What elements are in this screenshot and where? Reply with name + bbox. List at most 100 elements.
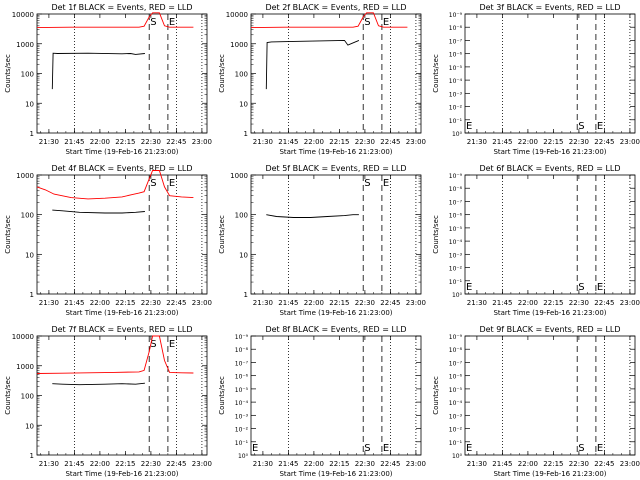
y-tick-label: 1000 (16, 172, 34, 180)
x-tick-label: 23:00 (406, 138, 426, 146)
marker-label-s: S (578, 443, 584, 454)
y-tick-label: 1 (30, 452, 34, 460)
marker-label-e: E (597, 282, 603, 293)
series-events-line (266, 214, 359, 218)
marker-label-s: S (364, 443, 370, 454)
x-tick-label: 21:30 (253, 138, 273, 146)
y-tick-label: 10⁻⁶ (449, 213, 463, 220)
x-tick-label: 23:00 (406, 460, 426, 468)
y-axis-label: Counts/sec (4, 376, 12, 415)
marker-label-e: E (597, 121, 603, 132)
y-tick-label: 1000 (230, 41, 248, 49)
edge-label-e: E (252, 443, 258, 454)
plot-frame (36, 174, 208, 295)
y-tick-label: 10⁻⁷ (449, 199, 463, 206)
y-tick-label: 10⁰ (452, 292, 463, 299)
y-tick-label: 100 (235, 71, 248, 79)
x-tick-label: 22:45 (594, 460, 614, 468)
x-axis-label: Start Time (19-Feb-16 21:23:00) (279, 148, 392, 156)
chart-det-6f: Det 6f BLACK = Events, RED = LLD 21:30 21:… (432, 164, 640, 317)
x-tick-label: 22:00 (304, 138, 324, 146)
x-tick-label: 22:30 (141, 460, 161, 468)
y-tick-label: 1 (244, 130, 248, 138)
y-tick-label: 10⁻⁵ (449, 65, 463, 72)
series-events-line (52, 209, 145, 214)
edge-label-e: E (466, 282, 472, 293)
y-tick-label: 10 (25, 422, 34, 430)
x-tick-label: 21:45 (64, 299, 84, 307)
chart-title: Det 9f BLACK = Events, RED = LLD (479, 325, 620, 334)
x-tick-label: 23:00 (192, 138, 212, 146)
x-tick-label: 21:45 (278, 138, 298, 146)
chart-title: Det 4f BLACK = Events, RED = LLD (51, 164, 192, 173)
edge-label-e: E (466, 121, 472, 132)
series-lld-line (36, 170, 194, 200)
y-tick-label: 10⁻⁵ (449, 226, 463, 233)
marker-label-s: S (150, 339, 156, 350)
x-tick-label: 22:45 (380, 138, 400, 146)
x-axis-label: Start Time (19-Feb-16 21:23:00) (279, 309, 392, 317)
x-tick-label: 22:30 (569, 460, 589, 468)
x-tick-label: 22:15 (115, 460, 135, 468)
y-axis-label: Counts/sec (4, 215, 12, 254)
chart-title: Det 7f BLACK = Events, RED = LLD (51, 325, 192, 334)
x-tick-label: 22:00 (518, 460, 538, 468)
chart-title: Det 5f BLACK = Events, RED = LLD (265, 164, 406, 173)
x-tick-label: 21:30 (39, 138, 59, 146)
x-tick-label: 21:30 (467, 138, 487, 146)
chart-title: Det 8f BLACK = Events, RED = LLD (265, 325, 406, 334)
marker-label-s: S (578, 282, 584, 293)
y-tick-label: 10⁻⁵ (235, 387, 249, 394)
x-tick-label: 22:45 (380, 460, 400, 468)
y-tick-label: 10⁻³ (449, 91, 463, 98)
y-tick-label: 100 (21, 212, 34, 220)
chart-det-2f: Det 2f BLACK = Events, RED = LLD 21:30 21:… (218, 3, 426, 156)
y-tick-label: 10⁻¹ (449, 279, 463, 286)
marker-label-e: E (169, 17, 175, 28)
y-tick-label: 10⁻⁷ (235, 360, 249, 367)
y-tick-label: 10⁻¹ (449, 118, 463, 125)
x-tick-label: 22:00 (90, 460, 110, 468)
y-tick-label: 10⁻⁶ (235, 374, 249, 381)
series-lld-line (36, 12, 194, 29)
series-lld-line (250, 12, 408, 29)
x-axis-label: Start Time (19-Feb-16 21:23:00) (493, 148, 606, 156)
y-tick-label: 100 (21, 393, 34, 401)
y-tick-label: 10⁻¹ (235, 440, 249, 447)
y-tick-label: 10⁻⁹ (449, 334, 463, 341)
x-tick-label: 22:00 (518, 138, 538, 146)
marker-label-s: S (150, 178, 156, 189)
edge-label-e: E (466, 443, 472, 454)
y-tick-label: 10⁻⁷ (449, 38, 463, 45)
y-tick-label: 10 (25, 100, 34, 108)
y-axis-label: Counts/sec (218, 54, 226, 93)
y-tick-label: 10⁻¹ (449, 440, 463, 447)
y-axis-label: Counts/sec (432, 376, 440, 415)
x-tick-label: 22:15 (329, 299, 349, 307)
x-tick-label: 22:30 (355, 138, 375, 146)
y-tick-label: 10⁻³ (235, 413, 249, 420)
x-axis-label: Start Time (19-Feb-16 21:23:00) (279, 470, 392, 478)
x-tick-label: 22:15 (115, 299, 135, 307)
x-tick-label: 22:15 (543, 460, 563, 468)
x-tick-label: 23:00 (192, 299, 212, 307)
y-tick-label: 10 (239, 251, 248, 259)
y-tick-label: 1 (30, 291, 34, 299)
y-tick-label: 10⁻⁶ (449, 52, 463, 59)
chart-title: Det 6f BLACK = Events, RED = LLD (479, 164, 620, 173)
marker-label-e: E (597, 443, 603, 454)
plot-frame (464, 174, 636, 295)
plot-frame (464, 13, 636, 134)
x-tick-label: 21:30 (467, 299, 487, 307)
y-tick-label: 1000 (230, 172, 248, 180)
x-tick-label: 23:00 (192, 460, 212, 468)
x-tick-label: 21:45 (64, 460, 84, 468)
x-tick-label: 22:00 (518, 299, 538, 307)
marker-label-s: S (578, 121, 584, 132)
x-tick-label: 22:30 (569, 299, 589, 307)
chart-det-7f: Det 7f BLACK = Events, RED = LLD 21:30 21:… (4, 325, 212, 478)
x-tick-label: 22:45 (594, 138, 614, 146)
y-tick-label: 10⁻⁹ (235, 334, 249, 341)
y-tick-label: 10⁻⁹ (449, 12, 463, 19)
x-axis-label: Start Time (19-Feb-16 21:23:00) (65, 470, 178, 478)
